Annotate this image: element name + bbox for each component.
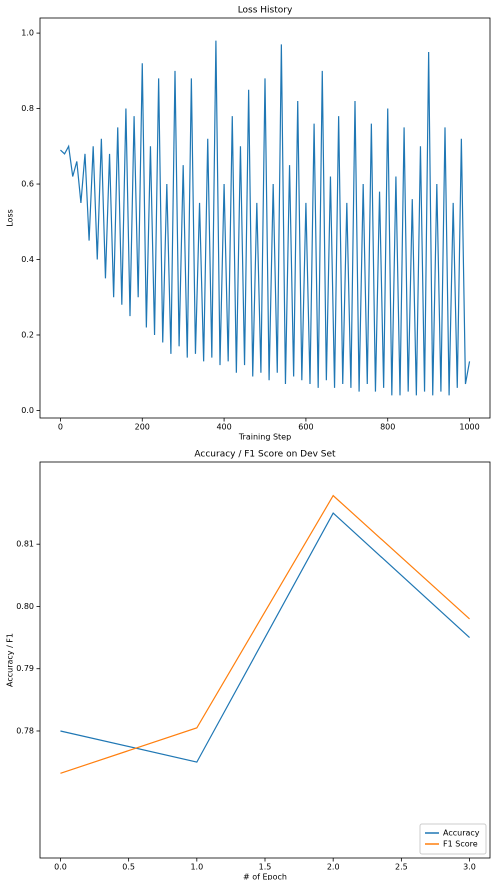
line-series	[60, 494, 470, 774]
line-series	[60, 512, 470, 763]
y-tick-label: 0.79	[16, 664, 34, 673]
y-tick-label: 0.4	[21, 255, 34, 264]
y-tick-label: 0.81	[16, 540, 34, 549]
x-tick-label: 0	[58, 423, 63, 432]
x-tick-label: 3.0	[463, 863, 476, 872]
x-tick-label: 0.5	[122, 863, 135, 872]
line-series	[60, 40, 471, 396]
x-tick-label: 800	[380, 423, 395, 432]
chart-title: Accuracy / F1 Score on Dev Set	[194, 450, 336, 460]
axes-frame	[39, 461, 491, 859]
x-tick-label: 600	[298, 423, 313, 432]
x-tick-label: 1.0	[190, 863, 203, 872]
axes-frame	[39, 17, 491, 419]
x-tick-label: 1.5	[259, 863, 272, 872]
y-tick-label: 0.6	[21, 180, 34, 189]
y-tick-label: 0.78	[16, 726, 34, 735]
y-axis-label: Accuracy / F1	[6, 633, 15, 687]
y-tick-label: 0.0	[21, 406, 34, 415]
x-axis-label: Training Step	[238, 433, 291, 442]
x-tick-label: 2.5	[395, 863, 408, 872]
chart-title: Loss History	[238, 6, 293, 16]
y-tick-label: 0.80	[16, 602, 34, 611]
x-tick-label: 0.0	[54, 863, 67, 872]
y-tick-label: 1.0	[21, 29, 34, 38]
x-tick-label: 2.0	[327, 863, 340, 872]
x-tick-label: 400	[216, 423, 231, 432]
y-tick-label: 0.2	[21, 330, 34, 339]
x-tick-label: 1000	[459, 423, 479, 432]
x-tick-label: 200	[135, 423, 150, 432]
legend-label: Accuracy	[443, 829, 480, 838]
legend-label: F1 Score	[443, 840, 478, 849]
y-tick-label: 0.8	[21, 104, 34, 113]
x-axis-label: # of Epoch	[243, 873, 287, 880]
y-axis-label: Loss	[6, 209, 15, 227]
legend-box	[419, 823, 487, 855]
